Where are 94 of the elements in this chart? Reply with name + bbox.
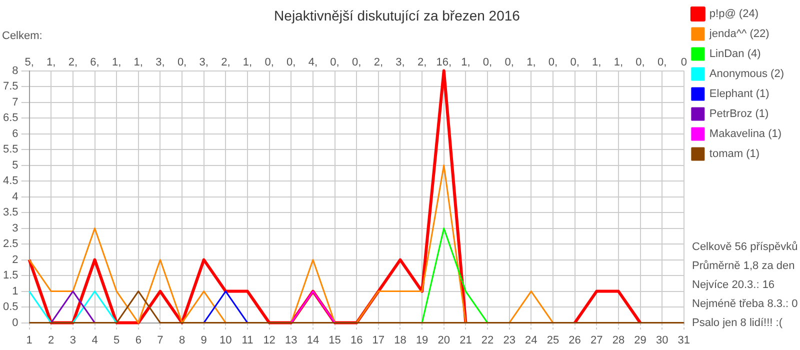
x-tick-label: 5 xyxy=(114,334,120,346)
text: Nejvíce 20.3.: 16 xyxy=(692,278,776,293)
text: 1, xyxy=(592,56,602,68)
x-tick-label: 31 xyxy=(678,334,690,346)
text: 1, xyxy=(526,56,536,68)
text: 0 xyxy=(680,56,687,68)
text: 3, xyxy=(396,56,405,68)
y-tick-label: 2.5 xyxy=(2,238,18,250)
y-tick-label: 5.5 xyxy=(2,144,18,156)
y-tick-label: 7 xyxy=(12,96,18,108)
text: Celkově 56 příspěvků xyxy=(692,240,798,255)
text: 5, xyxy=(24,56,34,68)
legend-label: tomam (1) xyxy=(709,148,760,160)
text: 1, xyxy=(461,56,470,68)
x-tick-label: 16 xyxy=(350,334,363,346)
x-tick-label: 17 xyxy=(372,334,385,346)
text: 0, xyxy=(352,56,362,68)
y-tick-label: 1.5 xyxy=(2,270,18,282)
text: 2, xyxy=(221,56,230,68)
text: 2, xyxy=(68,56,78,68)
y-tick-label: 2 xyxy=(12,254,18,266)
text: 1, xyxy=(242,56,252,68)
y-tick-label: 0.5 xyxy=(2,301,18,314)
text: 0, xyxy=(657,56,667,68)
text: 0, xyxy=(548,56,558,68)
legend-label: jenda^^ (22) xyxy=(708,28,770,40)
text: 1, xyxy=(134,56,143,68)
y-tick-label: 3.5 xyxy=(2,206,18,219)
x-tick-label: 10 xyxy=(220,334,232,346)
text: Průměrně 1,8 za den xyxy=(692,259,796,274)
text: 4, xyxy=(308,56,318,68)
y-tick-label: 7.5 xyxy=(2,80,18,93)
x-tick-label: 20 xyxy=(438,334,450,346)
legend-label: Makavelina (1) xyxy=(709,128,782,140)
y-tick-label: 4 xyxy=(12,190,18,203)
x-tick-label: 15 xyxy=(328,334,341,346)
chart-title: Nejaktivnější diskutující za březen 2016 xyxy=(274,7,520,24)
text: 3, xyxy=(199,56,208,68)
text: 2, xyxy=(417,56,427,68)
text: Celkem: xyxy=(2,30,42,42)
x-tick-label: 3 xyxy=(70,334,76,346)
text: Nejméně třeba 8.3.: 0 xyxy=(692,297,798,312)
text: 0, xyxy=(286,56,296,68)
y-tick-label: 1 xyxy=(12,285,18,298)
x-tick-label: 28 xyxy=(612,334,625,346)
y-tick-label: 5 xyxy=(12,159,18,172)
x-tick-label: 12 xyxy=(263,334,276,346)
y-tick-label: 3 xyxy=(12,222,18,234)
x-tick-label: 21 xyxy=(460,334,472,346)
text: 0, xyxy=(504,56,514,68)
x-tick-label: 24 xyxy=(525,334,538,346)
legend-label: LinDan (4) xyxy=(709,48,761,60)
text: 0, xyxy=(330,56,340,68)
legend-label: PetrBroz (1) xyxy=(709,108,769,120)
x-tick-label: 14 xyxy=(306,334,320,346)
y-tick-label: 4.5 xyxy=(2,175,18,188)
text: 1, xyxy=(112,56,122,68)
legend-label: p!p@ (24) xyxy=(709,8,758,20)
y-tick-label: 6 xyxy=(12,128,18,140)
text: Psalo jen 8 lidí!!! :( xyxy=(692,316,784,331)
x-tick-label: 26 xyxy=(568,334,581,346)
text: 3, xyxy=(156,56,165,68)
x-tick-label: 25 xyxy=(546,334,560,346)
x-tick-label: 13 xyxy=(285,334,298,346)
text: 6, xyxy=(90,56,100,68)
x-tick-label: 30 xyxy=(656,334,668,346)
x-tick-label: 1 xyxy=(26,334,32,346)
x-tick-label: 27 xyxy=(590,334,603,346)
text: 1, xyxy=(614,56,624,68)
x-tick-label: 2 xyxy=(48,334,54,346)
x-tick-label: 4 xyxy=(92,334,98,346)
y-tick-label: 0 xyxy=(12,316,18,329)
text: 0, xyxy=(264,56,274,68)
x-tick-label: 8 xyxy=(178,334,186,346)
text: 0, xyxy=(636,56,645,68)
legend-label: Elephant (1) xyxy=(709,88,770,100)
x-tick-label: 7 xyxy=(157,334,164,346)
x-tick-label: 29 xyxy=(634,334,646,346)
text: 16, xyxy=(436,56,452,68)
text: 0, xyxy=(570,56,580,68)
legend-label: Anonymous (2) xyxy=(709,68,784,80)
x-tick-label: 11 xyxy=(242,334,254,346)
x-tick-label: 22 xyxy=(481,334,494,346)
y-tick-label: 8 xyxy=(12,64,18,77)
text: 1, xyxy=(46,56,56,68)
text: 2, xyxy=(374,56,384,68)
x-tick-label: 23 xyxy=(503,334,516,346)
text: 0, xyxy=(482,56,492,68)
y-tick-label: 6.5 xyxy=(2,112,18,124)
text: 0, xyxy=(177,56,187,68)
x-tick-label: 9 xyxy=(200,334,207,346)
x-tick-label: 6 xyxy=(135,334,142,346)
x-tick-label: 19 xyxy=(416,334,428,346)
x-tick-label: 18 xyxy=(394,334,406,346)
